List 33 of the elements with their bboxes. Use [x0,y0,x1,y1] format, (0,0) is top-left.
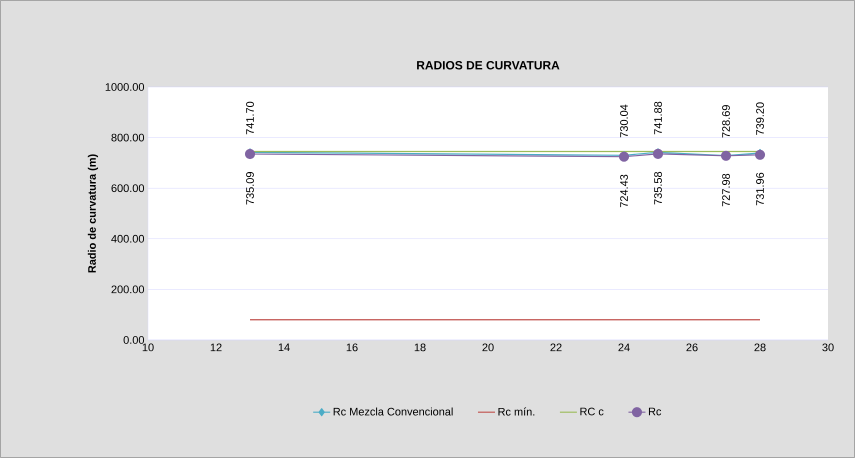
data-label: 724.43 [620,174,628,208]
x-tick-label: 24 [618,344,630,352]
data-label: 730.04 [620,104,628,138]
y-tick-label: 600.00 [112,184,144,192]
legend-label: Rc mín. [498,407,534,416]
y-tick-label: 400.00 [111,234,144,243]
x-tick-label: 10 [142,344,154,352]
x-tick-label: 12 [210,344,222,352]
data-label: 741.70 [246,102,254,134]
y-tick-label: 0.00 [124,336,144,344]
x-tick-label: 20 [482,344,494,352]
x-tick-label: 22 [550,344,562,352]
y-tick-label: 800.00 [111,134,144,142]
data-label: 741.88 [654,102,662,134]
data-label: 739.20 [756,102,764,135]
data-label: 735.58 [654,172,662,204]
y-tick-label: 200.00 [112,286,144,294]
x-tick-label: 14 [278,344,290,352]
data-label: 727.98 [722,174,730,206]
chart-title: RADIOS DE CURVATURA [417,61,560,70]
y-tick-label: 1000.00 [106,83,144,91]
y-axis-title: Radio de curvatura (m) [88,154,98,272]
data-label: 728.69 [722,105,730,138]
x-tick-label: 16 [346,344,358,352]
legend-label: Rc [648,408,662,416]
x-tick-label: 18 [414,344,426,352]
legend-label: RC c [580,408,604,416]
data-label: 731.96 [756,172,764,206]
data-label: 735.09 [246,172,254,204]
x-tick-label: 26 [686,344,698,352]
legend-label: Rc Mezcla Convencional [334,407,453,416]
x-tick-label: 30 [822,344,834,352]
x-tick-label: 28 [754,344,766,352]
